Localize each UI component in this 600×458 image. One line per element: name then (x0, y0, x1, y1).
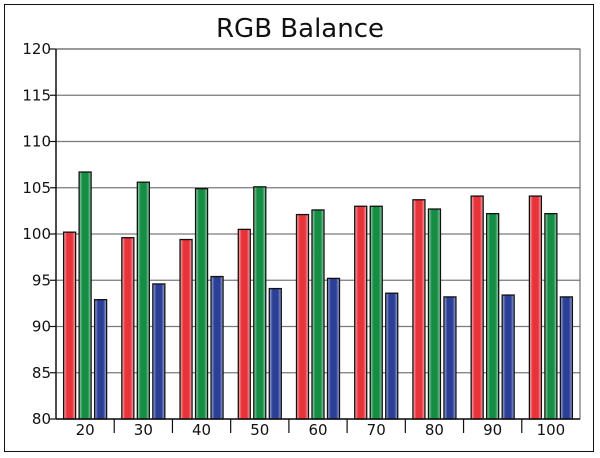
x-tick-label: 60 (308, 421, 327, 439)
y-tick-label: 100 (22, 225, 51, 243)
bar-series2-40 (194, 188, 209, 420)
y-tick-label: 95 (32, 271, 51, 289)
bar-series2-50 (253, 186, 267, 420)
y-tick-label: 80 (32, 410, 51, 428)
bar-series1-30 (121, 237, 135, 420)
bars (62, 171, 574, 420)
bar-series3-30 (152, 283, 166, 420)
x-tick-label: 30 (134, 421, 153, 439)
bar-series2-80 (427, 208, 442, 420)
x-tick-label: 40 (192, 421, 211, 439)
bar-series3-80 (443, 296, 457, 420)
chart-title: RGB Balance (215, 14, 384, 44)
x-tick-label: 50 (250, 421, 269, 439)
x-tick-label: 100 (537, 421, 566, 439)
bar-series1-20 (62, 231, 77, 420)
bar-series2-20 (78, 171, 92, 420)
bar-series2-60 (311, 209, 325, 420)
bar-series3-50 (268, 287, 282, 420)
y-tick-label: 115 (22, 86, 51, 104)
bar-series1-60 (295, 213, 310, 420)
bar-series3-20 (93, 299, 108, 420)
bar-series3-70 (385, 292, 399, 420)
bar-series2-30 (136, 181, 150, 420)
bar-series1-100 (528, 195, 543, 420)
bar-series2-90 (486, 212, 500, 420)
x-tick-label: 80 (425, 421, 444, 439)
bar-series3-90 (501, 294, 515, 420)
bar-series3-100 (559, 296, 574, 420)
x-tick-label: 90 (483, 421, 502, 439)
bar-series1-80 (412, 199, 426, 420)
bar-series1-40 (179, 238, 193, 420)
x-tick-label: 70 (367, 421, 386, 439)
y-tick-label: 110 (22, 133, 51, 151)
x-tick-labels: 20 30 40 50 60 70 80 90 100 (76, 421, 566, 439)
x-tick-label: 20 (76, 421, 95, 439)
bar-series3-40 (210, 275, 224, 420)
y-tick-label: 120 (22, 40, 51, 58)
bar-series3-60 (326, 277, 341, 420)
bar-series2-70 (369, 205, 383, 420)
bar-series1-50 (237, 228, 251, 420)
bar-series2-100 (544, 212, 558, 420)
axes (50, 48, 581, 433)
bar-series1-70 (354, 205, 368, 420)
y-tick-label: 90 (32, 318, 51, 336)
y-tick-label: 85 (32, 364, 51, 382)
bar-series1-90 (470, 195, 484, 420)
y-tick-label: 105 (22, 179, 51, 197)
y-tick-labels: 80 85 90 95 100 105 110 115 120 (22, 40, 51, 428)
